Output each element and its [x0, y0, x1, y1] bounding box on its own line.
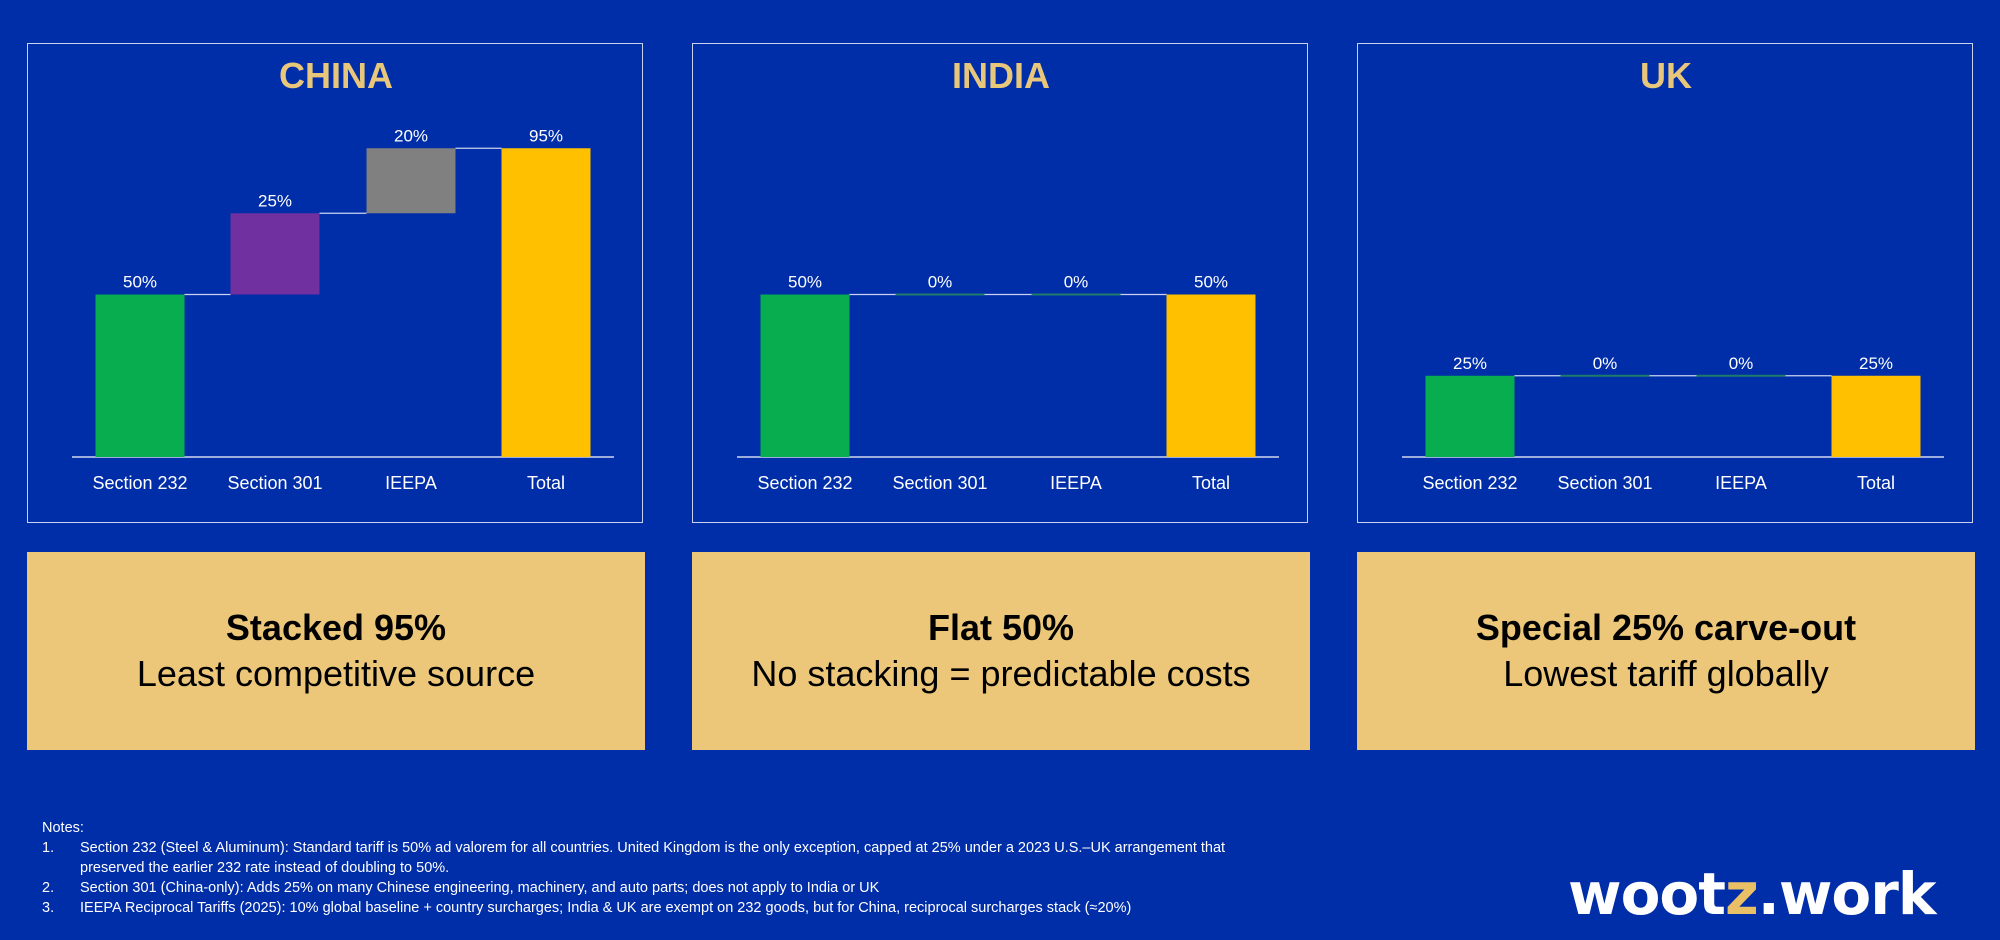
- category-label-uk: Section 232: [1422, 473, 1517, 493]
- data-label-india: 50%: [788, 273, 822, 292]
- data-label-india: 0%: [1064, 273, 1089, 292]
- note-item: 1. Section 232 (Steel & Aluminum): Stand…: [42, 838, 1242, 878]
- note-text: IEEPA Reciprocal Tariffs (2025): 10% glo…: [80, 900, 1132, 916]
- logo-part1: woot: [1568, 860, 1726, 928]
- data-label-uk: 25%: [1859, 354, 1893, 373]
- bar-uk-section-232: [1425, 375, 1515, 457]
- category-label-india: Section 232: [757, 473, 852, 493]
- callout-uk-sub: Lowest tariff globally: [1503, 653, 1829, 694]
- category-label-uk: IEEPA: [1715, 473, 1767, 493]
- chart-uk: UK 25% Section 232 0% Section 301 0% IEEPA 25% T…: [1402, 55, 1944, 493]
- data-label-china: 50%: [123, 273, 157, 292]
- category-label-uk: Section 301: [1557, 473, 1652, 493]
- data-label-uk: 0%: [1729, 354, 1754, 373]
- data-label-china: 25%: [258, 191, 292, 210]
- notes-list: 1. Section 232 (Steel & Aluminum): Stand…: [42, 838, 1242, 918]
- chart-china: CHINA 50% Section 232 25% Section 301 20% IEEP…: [72, 55, 614, 493]
- bar-china-total: [501, 148, 591, 457]
- logo-part3: .work: [1757, 860, 1937, 928]
- chart-title-india: INDIA: [952, 55, 1050, 96]
- data-label-india: 50%: [1194, 273, 1228, 292]
- chart-title-uk: UK: [1640, 55, 1692, 96]
- data-label-uk: 0%: [1593, 354, 1618, 373]
- callout-china-sub: Least competitive source: [136, 653, 536, 694]
- data-label-china: 20%: [394, 126, 428, 145]
- data-label-uk: 25%: [1453, 354, 1487, 373]
- category-label-india: Total: [1192, 473, 1230, 493]
- note-item: 2. Section 301 (China-only): Adds 25% on…: [42, 878, 1242, 898]
- chart-panel-uk: UK 25% Section 232 0% Section 301 0% IEEPA 25% T…: [1357, 43, 1973, 523]
- note-number: 1.: [42, 840, 55, 856]
- category-label-china: IEEPA: [385, 473, 437, 493]
- note-number: 3.: [42, 900, 55, 916]
- category-label-china: Section 232: [92, 473, 187, 493]
- wootzwork-logo: wootz.work: [1568, 860, 1937, 930]
- note-text: Section 232 (Steel & Aluminum): Standard…: [80, 840, 1226, 876]
- bar-china-ieepa: [366, 148, 456, 214]
- bar-india-total: [1166, 294, 1256, 457]
- callout-india-sub: No stacking = predictable costs: [751, 653, 1251, 694]
- callout-uk-head: Special 25% carve-out: [1475, 607, 1857, 648]
- chart-india: INDIA 50% Section 232 0% Section 301 0% IEEPA 5…: [737, 55, 1279, 493]
- callout-india-head: Flat 50%: [927, 607, 1075, 648]
- bar-india-section-232: [760, 294, 850, 457]
- category-label-china: Total: [527, 473, 565, 493]
- category-label-india: Section 301: [892, 473, 987, 493]
- chart-panel-china: CHINA 50% Section 232 25% Section 301 20% IEEP…: [27, 43, 643, 523]
- callout-china: Stacked 95% Least competitive source: [27, 552, 645, 750]
- category-label-uk: Total: [1857, 473, 1895, 493]
- notes: Notes: 1. Section 232 (Steel & Aluminum)…: [42, 818, 1242, 918]
- category-label-india: IEEPA: [1050, 473, 1102, 493]
- logo-z: z: [1725, 860, 1759, 928]
- note-item: 3. IEEPA Reciprocal Tariffs (2025): 10% …: [42, 898, 1242, 918]
- callout-china-head: Stacked 95%: [225, 607, 447, 648]
- note-number: 2.: [42, 880, 55, 896]
- notes-title: Notes:: [42, 820, 84, 836]
- bar-china-section-301: [230, 213, 320, 295]
- callout-uk: Special 25% carve-out Lowest tariff glob…: [1357, 552, 1975, 750]
- bar-china-section-232: [95, 294, 185, 457]
- data-label-india: 0%: [928, 273, 953, 292]
- data-label-china: 95%: [529, 126, 563, 145]
- category-label-china: Section 301: [227, 473, 322, 493]
- chart-title-china: CHINA: [279, 55, 393, 96]
- chart-panel-india: INDIA 50% Section 232 0% Section 301 0% IEEPA 5…: [692, 43, 1308, 523]
- note-text: Section 301 (China-only): Adds 25% on ma…: [80, 880, 880, 896]
- callout-india: Flat 50% No stacking = predictable costs: [692, 552, 1310, 750]
- bar-uk-total: [1831, 375, 1921, 457]
